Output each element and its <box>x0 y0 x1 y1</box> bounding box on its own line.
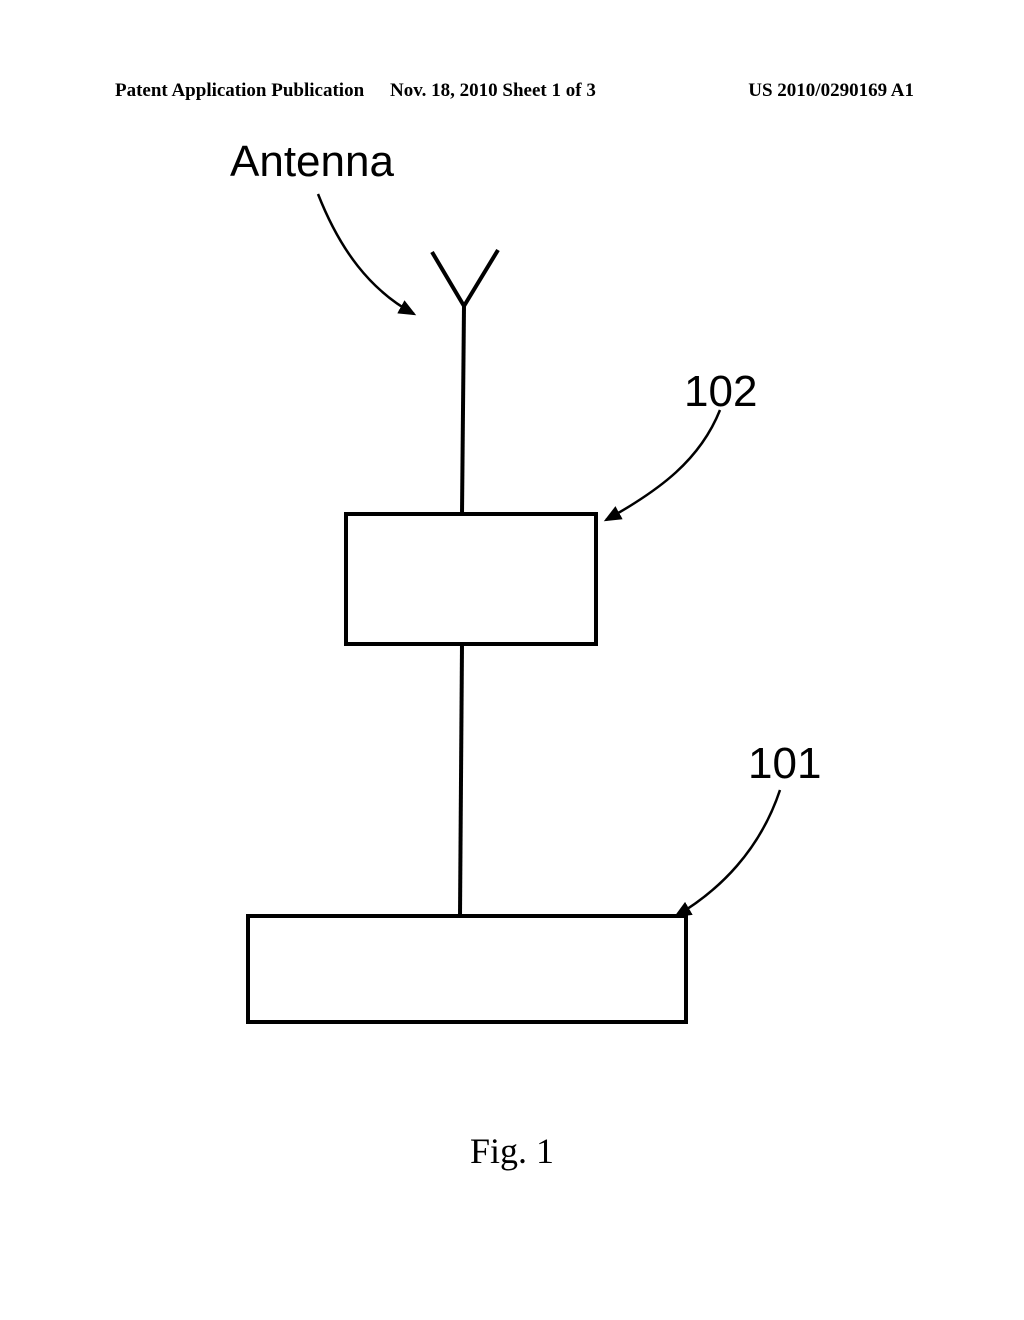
figure-caption: Fig. 1 <box>0 1130 1024 1172</box>
patent-figure-svg: Antenna 102 101 <box>0 130 1024 1130</box>
header-left-text: Patent Application Publication <box>115 80 364 102</box>
antenna-pointer-arrow <box>318 194 414 314</box>
pointer-102-arrow <box>606 410 720 520</box>
wire-102-to-101 <box>460 644 462 916</box>
header-right-text: US 2010/0290169 A1 <box>748 80 914 102</box>
header-bar: Patent Application Publication Nov. 18, … <box>0 80 1024 102</box>
block-102 <box>346 514 596 644</box>
block-101 <box>248 916 686 1022</box>
wire-antenna-to-102 <box>462 306 464 514</box>
antenna-label: Antenna <box>230 137 394 186</box>
ref-label-102: 102 <box>684 367 757 416</box>
ref-label-101: 101 <box>748 739 821 788</box>
header-center-text: Nov. 18, 2010 Sheet 1 of 3 <box>390 80 596 102</box>
antenna-icon <box>432 250 498 306</box>
pointer-101-arrow <box>676 790 780 916</box>
